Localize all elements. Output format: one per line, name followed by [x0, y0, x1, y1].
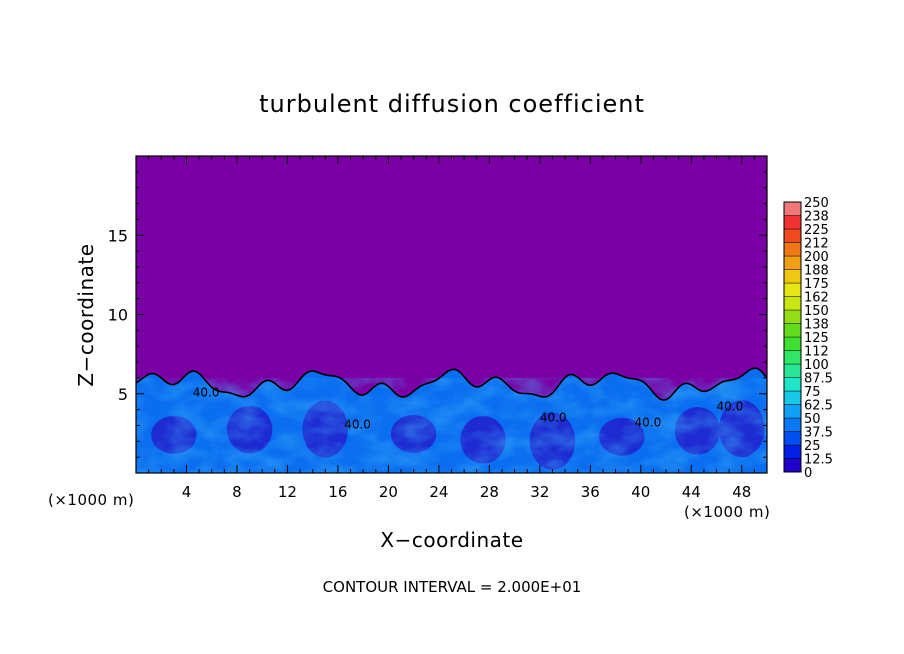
colorbar-label: 87.5: [804, 372, 833, 387]
x-unit-left: (×1000 m): [48, 491, 134, 509]
colorbar-label: 50: [804, 412, 821, 427]
colorbar-swatch: [783, 458, 802, 473]
colorbar-swatch: [783, 417, 802, 432]
colorbar-swatch: [783, 350, 802, 365]
y-tick-label: 5: [118, 385, 128, 404]
x-tick-label: 4: [182, 483, 192, 501]
colorbar-label: 162: [804, 291, 829, 306]
colorbar-label: 212: [804, 237, 829, 252]
contour-interval: CONTOUR INTERVAL = 2.000E+01: [323, 578, 582, 596]
colorbar-label: 25: [804, 439, 821, 454]
colorbar-label: 250: [804, 196, 829, 211]
y-axis-label: Z−coordinate: [74, 243, 98, 386]
x-tick-label: 36: [581, 483, 600, 501]
colorbar-swatch: [783, 282, 802, 297]
x-tick-label: 40: [631, 483, 650, 501]
colorbar-swatch: [783, 215, 802, 230]
colorbar-label: 12.5: [804, 453, 833, 468]
colorbar-swatch: [783, 431, 802, 446]
chart-title: turbulent diffusion coefficient: [259, 90, 645, 118]
x-tick-label: 24: [429, 483, 448, 501]
boundary-layer-texture: [136, 377, 767, 473]
x-tick-label: 20: [379, 483, 398, 501]
colorbar-swatch: [783, 390, 802, 405]
contour-label: 40.0: [193, 385, 220, 399]
colorbar-swatch: [783, 269, 802, 284]
colorbar-swatch: [783, 377, 802, 392]
colorbar-swatch: [783, 404, 802, 419]
colorbar-label: 138: [804, 318, 829, 333]
x-tick-label: 44: [682, 483, 701, 501]
x-tick-label: 32: [530, 483, 549, 501]
colorbar-label: 100: [804, 358, 829, 373]
contour-line: [136, 367, 767, 401]
x-tick-label: 8: [232, 483, 242, 501]
x-tick-label: 48: [732, 483, 751, 501]
colorbar-swatch: [783, 201, 802, 216]
colorbar-label: 200: [804, 250, 829, 265]
colorbar-label: 0: [804, 466, 812, 481]
contour-label: 40.0: [717, 400, 744, 414]
colorbar-label: 37.5: [804, 426, 833, 441]
colorbar-label: 175: [804, 277, 829, 292]
x-tick-label: 28: [480, 483, 499, 501]
colorbar-swatch: [783, 255, 802, 270]
colorbar-swatch: [783, 336, 802, 351]
colorbar-label: 238: [804, 210, 829, 225]
x-tick-label: 12: [278, 483, 297, 501]
colorbar-label: 225: [804, 223, 829, 238]
colorbar-swatch: [783, 309, 802, 324]
colorbar-label: 125: [804, 331, 829, 346]
colorbar-swatch: [783, 296, 802, 311]
colorbar-swatch: [783, 242, 802, 257]
contour-label: 40.0: [540, 411, 567, 425]
colorbar-swatch: [783, 323, 802, 338]
y-tick-label: 15: [108, 226, 128, 245]
x-axis-label: X−coordinate: [380, 528, 523, 552]
colorbar-label: 150: [804, 304, 829, 319]
x-tick-label: 16: [328, 483, 347, 501]
contour-label: 40.0: [634, 415, 661, 429]
colorbar-swatch: [783, 228, 802, 243]
colorbar-frame: [783, 201, 802, 473]
colorbar-swatch: [783, 363, 802, 378]
contour-label: 40.0: [344, 417, 371, 431]
colorbar-label: 75: [804, 385, 821, 400]
x-unit-right: (×1000 m): [684, 503, 770, 521]
plot-area: 40.040.0 40.0 40.040.0 4 8 12 16 20 24 28 32 36 40 4…: [108, 155, 768, 501]
colorbar: 012.52537.55062.57587.510011212513815016…: [783, 196, 833, 481]
colorbar-label: 112: [804, 345, 829, 360]
colorbar-swatch: [783, 444, 802, 459]
y-tick-label: 10: [108, 306, 128, 325]
colorbar-label: 188: [804, 264, 829, 279]
colorbar-label: 62.5: [804, 399, 833, 414]
